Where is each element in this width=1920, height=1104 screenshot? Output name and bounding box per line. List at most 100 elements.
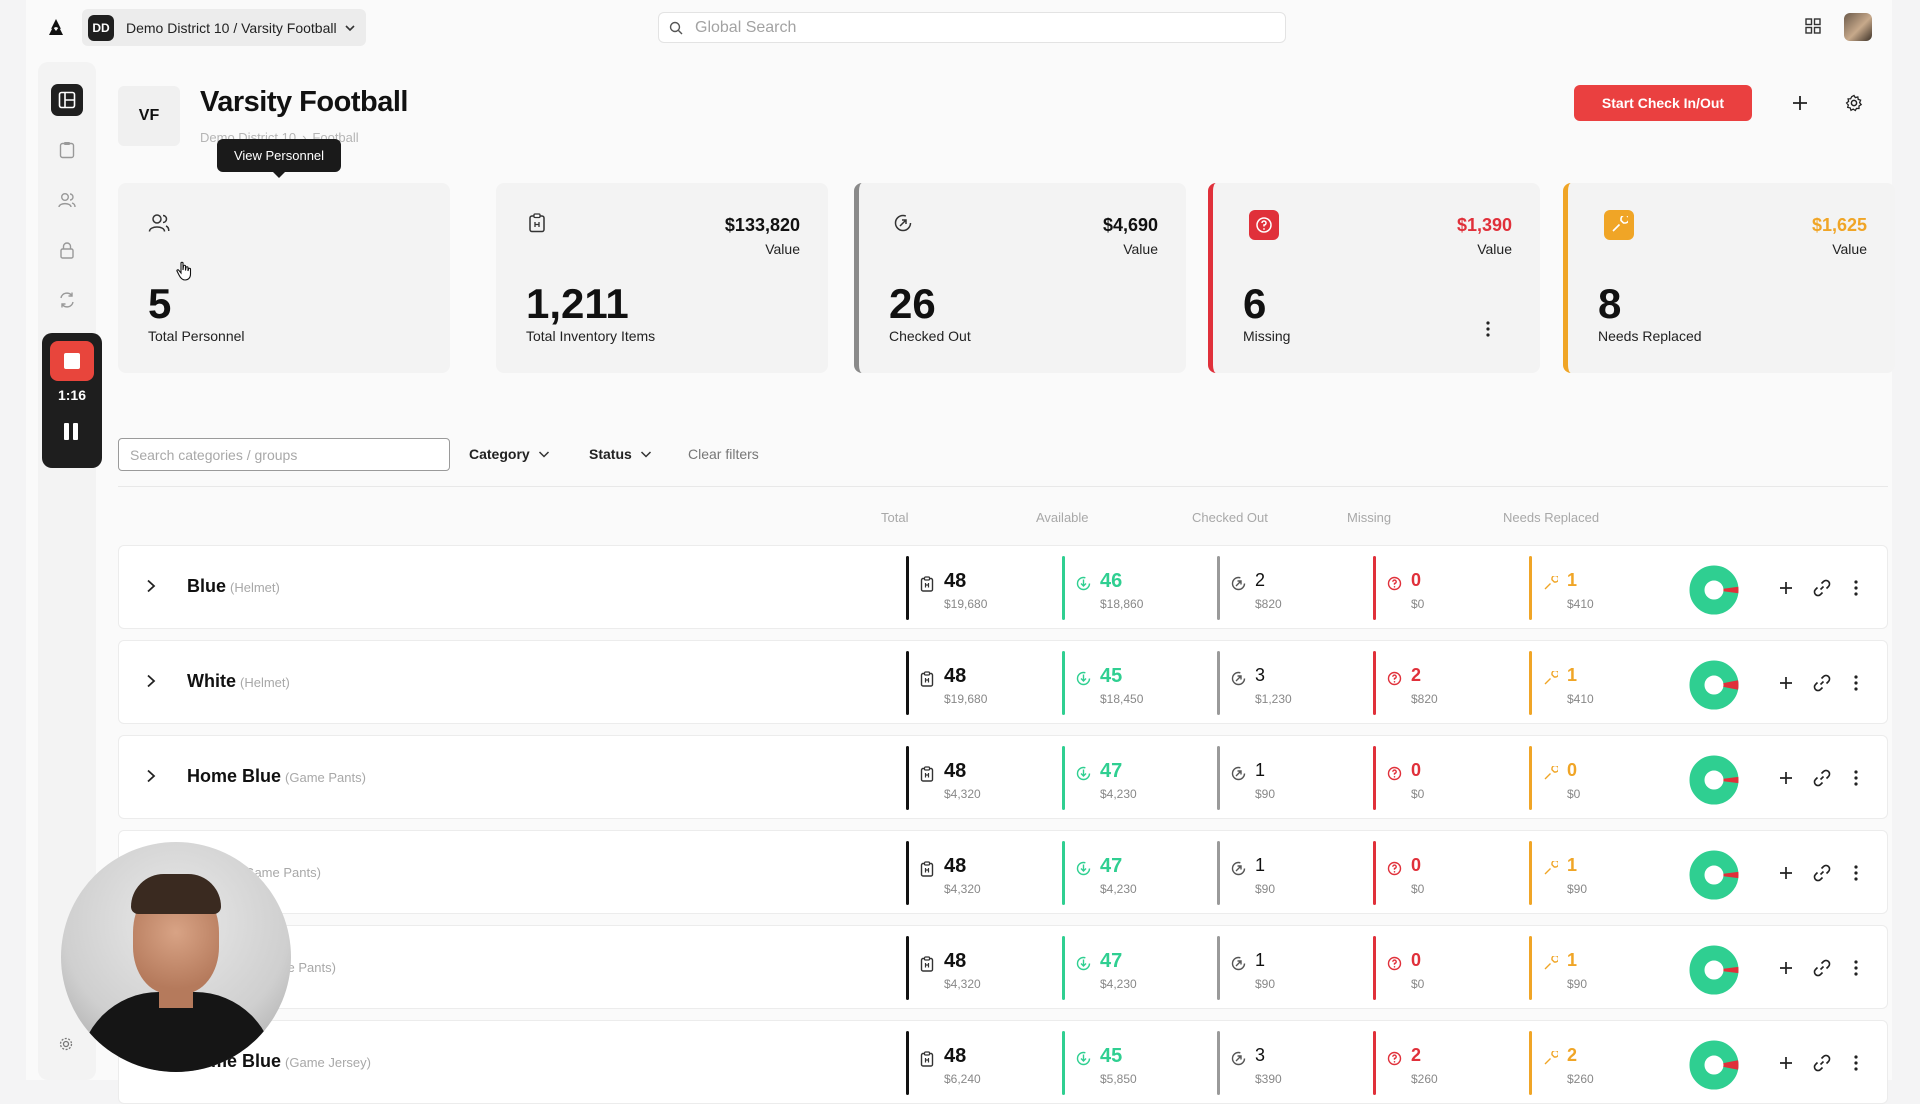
category-filter-dropdown[interactable]: Category [469,446,550,462]
column-header-checked-out: Checked Out [1192,510,1268,525]
row-link-button[interactable] [1811,1052,1833,1074]
status-filter-label: Status [589,446,632,462]
clipboard-icon [920,766,934,782]
row-more-button[interactable] [1845,672,1867,694]
clipboard-icon [59,142,75,159]
donut-unavailable-slice [1723,1060,1739,1070]
row-more-button[interactable] [1845,1052,1867,1074]
add-button[interactable] [1789,92,1811,114]
chevron-right-icon[interactable] [145,674,157,688]
table-row[interactable]: Blue (Helmet) 48 $19,680 46 $18,860 2 $82… [118,545,1888,629]
checked-out-icon [1231,671,1246,686]
exchange-icon [60,292,74,308]
total-value: $4,320 [944,787,981,801]
total-cell: 48 $19,680 [906,556,1056,620]
missing-value: $1,390 [1456,215,1512,235]
row-more-button[interactable] [1845,862,1867,884]
sidebar-item-dashboard[interactable] [51,84,83,116]
stat-card-needs-replaced[interactable]: $1,625 Value 8 Needs Replaced [1563,183,1895,373]
needs-replaced-cell: 1 $90 [1529,841,1679,905]
sidebar-item-exchange[interactable] [51,284,83,316]
total-value: $4,320 [944,977,981,991]
row-add-button[interactable] [1775,577,1797,599]
row-add-button[interactable] [1775,957,1797,979]
stat-card-personnel[interactable]: 5 Total Personnel [118,183,450,373]
row-more-button[interactable] [1845,957,1867,979]
org-switcher[interactable]: DD Demo District 10 / Varsity Football [82,9,366,46]
needs-replaced-count: 1 [1567,570,1578,590]
row-add-button[interactable] [1775,767,1797,789]
column-header-total: Total [881,510,909,525]
screen-recorder: 1:16 [42,333,102,468]
sidebar-item-inventory[interactable] [51,134,83,166]
app-logo-icon[interactable] [46,17,66,37]
availability-donut-chart [1689,755,1739,805]
plus-icon [1780,1057,1792,1069]
stop-recording-button[interactable] [50,341,94,381]
available-value: $4,230 [1100,882,1137,896]
checked-out-cell: 3 $390 [1217,1031,1367,1095]
plus-icon [1780,772,1792,784]
settings-icon[interactable] [59,1037,73,1051]
stat-card-inventory[interactable]: $133,820 Value 1,211 Total Inventory Ite… [496,183,828,373]
question-icon [1387,766,1402,781]
available-value: $4,230 [1100,787,1137,801]
checked-out-value: $1,230 [1255,692,1292,706]
stat-card-checked-out[interactable]: $4,690 Value 26 Checked Out [854,183,1186,373]
org-name: Demo District 10 / Varsity Football [126,19,337,36]
checked-out-count: 3 [1255,665,1266,685]
row-add-button[interactable] [1775,672,1797,694]
chevron-right-icon[interactable] [145,579,157,593]
table-row[interactable]: Home Blue(Game Jersey) 48 $6,240 45 $5,8… [118,1020,1888,1104]
row-link-button[interactable] [1811,767,1833,789]
checked-out-value-label: Value [1123,241,1158,257]
needs-replaced-value: $1,625 [1811,215,1867,235]
row-add-button[interactable] [1775,862,1797,884]
needs-replaced-count: 2 [1567,1045,1578,1065]
table-row[interactable]: White (Helmet) 48 $19,680 45 $18,450 3 $1… [118,640,1888,724]
global-search[interactable] [658,12,1286,43]
pause-recording-button[interactable] [64,423,78,440]
table-row[interactable]: e Silver(Game Pants) 48 $4,320 47 $4,230… [118,925,1888,1009]
layout-icon [58,91,76,109]
stat-card-missing[interactable]: $1,390 Value 6 Missing [1208,183,1540,373]
availability-donut-chart [1689,565,1739,615]
global-search-input[interactable] [695,18,1255,37]
more-options-icon[interactable] [1486,321,1490,337]
row-more-button[interactable] [1845,577,1867,599]
needs-replaced-cell: 1 $410 [1529,651,1679,715]
available-cell: 45 $18,450 [1062,651,1212,715]
user-avatar[interactable] [1844,13,1872,41]
checked-out-count: 2 [1255,570,1266,590]
row-link-button[interactable] [1811,957,1833,979]
chevron-down-icon [345,24,355,31]
available-cell: 46 $18,860 [1062,556,1212,620]
table-row[interactable]: Home Blue (Game Pants) 48 $4,320 47 $4,23… [118,735,1888,819]
settings-button[interactable] [1843,92,1865,114]
sidebar-item-lockers[interactable] [51,234,83,266]
checked-out-count: 26 [889,280,936,327]
group-name: White (Helmet) [187,671,290,692]
checked-out-count: 1 [1255,855,1266,875]
needs-replaced-count: 1 [1567,855,1578,875]
wrench-icon [1544,671,1558,685]
chevron-right-icon[interactable] [145,769,157,783]
total-cell: 48 $19,680 [906,651,1056,715]
row-link-button[interactable] [1811,577,1833,599]
inventory-value: $133,820 [724,215,800,235]
row-link-button[interactable] [1811,862,1833,884]
personnel-label: Total Personnel [148,328,245,344]
sidebar-item-personnel[interactable] [51,184,83,216]
category-search-input[interactable] [118,438,450,471]
needs-replaced-count: 8 [1598,280,1622,327]
table-row[interactable]: White(Game Pants) 48 $4,320 47 $4,230 1 … [118,830,1888,914]
start-check-in-out-button[interactable]: Start Check In/Out [1574,85,1752,121]
available-count: 46 [1100,570,1123,592]
question-icon [1387,576,1402,591]
row-add-button[interactable] [1775,1052,1797,1074]
apps-grid-icon[interactable] [1805,18,1821,34]
row-more-button[interactable] [1845,767,1867,789]
status-filter-dropdown[interactable]: Status [589,446,652,462]
row-link-button[interactable] [1811,672,1833,694]
clear-filters-button[interactable]: Clear filters [688,446,759,462]
